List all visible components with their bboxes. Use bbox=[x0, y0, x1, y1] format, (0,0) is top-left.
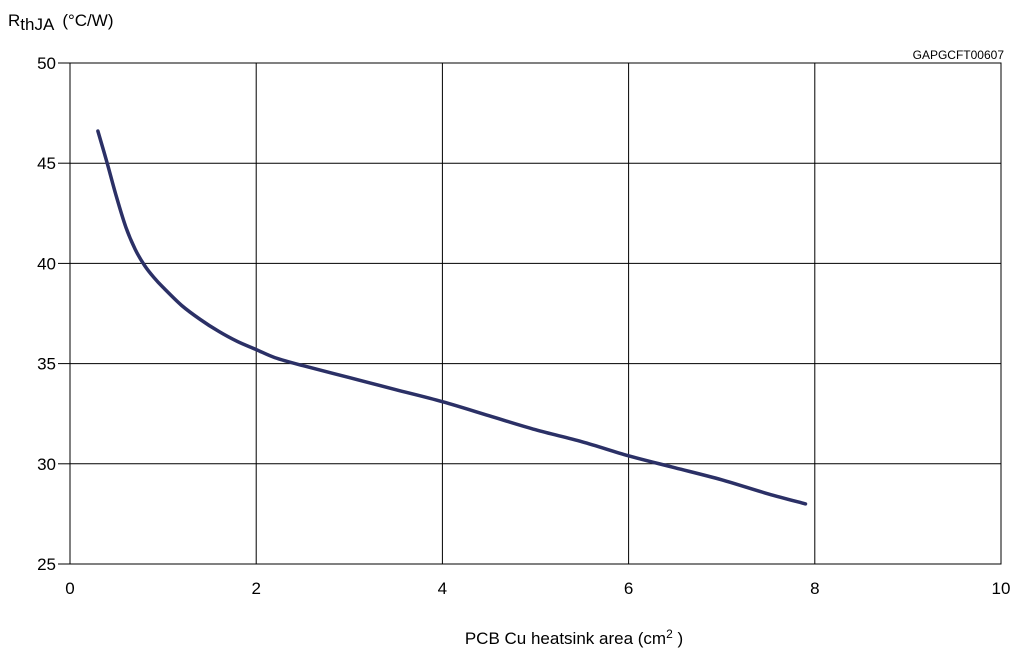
x-tick-label: 6 bbox=[624, 579, 633, 598]
data-point bbox=[805, 503, 806, 504]
data-point bbox=[768, 493, 769, 494]
data-point bbox=[135, 249, 136, 250]
data-point bbox=[721, 479, 722, 480]
figure-code: GAPGCFT00607 bbox=[913, 48, 1005, 62]
y-tick-label: 40 bbox=[37, 254, 56, 273]
data-point bbox=[107, 163, 108, 164]
x-tick-label: 2 bbox=[251, 579, 260, 598]
y-tick-label: 50 bbox=[37, 54, 56, 73]
grid-lines bbox=[70, 63, 1001, 564]
data-point bbox=[116, 197, 117, 198]
x-tick-label: 8 bbox=[810, 579, 819, 598]
data-point bbox=[219, 331, 220, 332]
x-tick-label: 4 bbox=[438, 579, 447, 598]
y-tick-label: 45 bbox=[37, 154, 56, 173]
y-tick-label: 25 bbox=[37, 555, 56, 574]
data-point bbox=[675, 467, 676, 468]
data-point bbox=[628, 455, 629, 456]
x-tick-label: 10 bbox=[992, 579, 1011, 598]
data-point bbox=[349, 377, 350, 378]
data-point bbox=[153, 277, 154, 278]
y-tick-label: 35 bbox=[37, 355, 56, 374]
series-line bbox=[96, 129, 808, 506]
data-point bbox=[442, 401, 443, 402]
series-layer bbox=[96, 129, 808, 506]
data-point bbox=[302, 365, 303, 366]
data-point bbox=[200, 319, 201, 320]
data-point bbox=[237, 341, 238, 342]
y-axis-symbol: R bbox=[8, 11, 20, 30]
data-point bbox=[582, 441, 583, 442]
data-point bbox=[181, 305, 182, 306]
data-point bbox=[163, 287, 164, 288]
data-point bbox=[535, 429, 536, 430]
x-axis-title: PCB Cu heatsink area (cm2 ) bbox=[465, 627, 683, 648]
data-point bbox=[125, 227, 126, 228]
data-point bbox=[395, 389, 396, 390]
data-point bbox=[256, 349, 257, 350]
y-axis-title: RthJA (°C/W) bbox=[8, 11, 113, 34]
data-point bbox=[144, 265, 145, 266]
x-axis-title-suffix: ) bbox=[673, 629, 683, 648]
y-axis-subscript: thJA bbox=[20, 15, 55, 34]
x-tick-label: 0 bbox=[65, 579, 74, 598]
y-axis-unit: (°C/W) bbox=[62, 11, 113, 30]
axis-ticks: 0 2 4 6 8 10 25 30 35 40 45 50 bbox=[37, 54, 1010, 598]
y-tick-label: 30 bbox=[37, 455, 56, 474]
data-point bbox=[97, 131, 98, 132]
data-point bbox=[274, 357, 275, 358]
data-point bbox=[488, 415, 489, 416]
plot-area-frame bbox=[69, 62, 1002, 565]
x-axis-title-superscript: 2 bbox=[666, 627, 673, 641]
x-axis-title-prefix: PCB Cu heatsink area (cm bbox=[465, 629, 666, 648]
